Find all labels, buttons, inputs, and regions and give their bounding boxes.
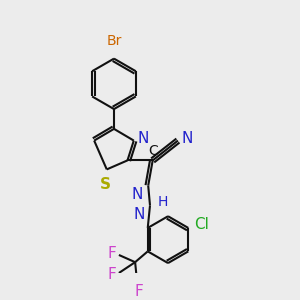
Text: H: H xyxy=(157,195,168,209)
Text: F: F xyxy=(107,246,116,261)
Text: C: C xyxy=(148,144,158,158)
Text: F: F xyxy=(107,267,116,282)
Text: Cl: Cl xyxy=(194,217,208,232)
Text: S: S xyxy=(100,177,110,192)
Text: N: N xyxy=(133,207,145,222)
Text: N: N xyxy=(137,131,149,146)
Text: Br: Br xyxy=(106,34,122,48)
Text: N: N xyxy=(131,188,143,202)
Text: N: N xyxy=(182,131,193,146)
Text: F: F xyxy=(134,284,143,299)
